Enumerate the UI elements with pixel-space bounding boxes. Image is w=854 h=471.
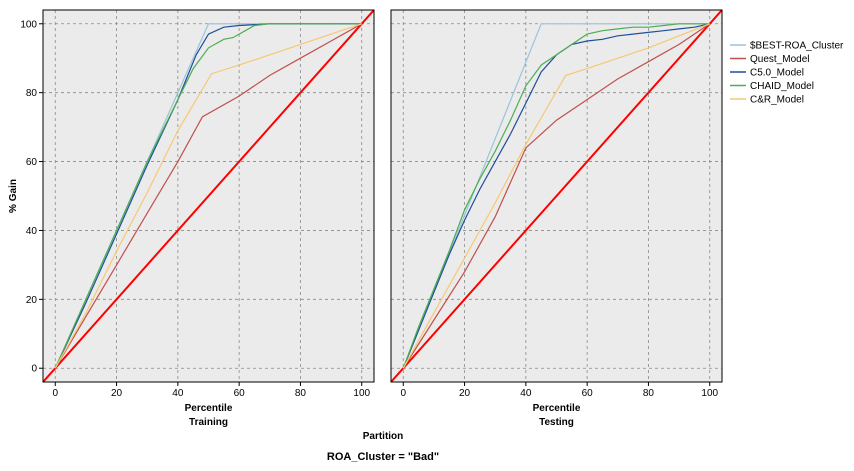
panel-label-testing: Testing	[539, 417, 574, 428]
y-tick-label: 40	[26, 226, 38, 237]
x-tick-label: 80	[295, 388, 307, 399]
x-tick-label: 20	[111, 388, 123, 399]
series-line-quest-model	[54, 23, 362, 369]
baseline-line	[391, 10, 722, 382]
x-axis-title: Percentile	[185, 403, 233, 414]
y-tick-label: 20	[26, 295, 38, 306]
series-line-c-r-model	[402, 23, 710, 369]
facet-title: Partition	[363, 431, 404, 442]
y-tick-label: 80	[26, 88, 38, 99]
baseline-line	[43, 10, 374, 382]
y-tick-label: 0	[31, 364, 37, 375]
x-tick-label: 60	[234, 388, 246, 399]
legend-label: C5.0_Model	[750, 68, 804, 79]
legend-label: CHAID_Model	[750, 81, 814, 92]
x-tick-label: 20	[459, 388, 471, 399]
x-tick-label: 0	[400, 388, 406, 399]
legend-label: Quest_Model	[750, 54, 809, 65]
series-line-quest-model	[402, 23, 711, 369]
legend-label: C&R_Model	[750, 95, 804, 106]
x-axis-title: Percentile	[533, 403, 581, 414]
x-tick-label: 40	[520, 388, 532, 399]
x-tick-label: 40	[172, 388, 184, 399]
y-tick-label: 100	[20, 19, 37, 30]
x-tick-label: 100	[701, 388, 718, 399]
x-tick-label: 100	[353, 388, 370, 399]
x-tick-label: 0	[52, 388, 58, 399]
x-tick-label: 80	[643, 388, 655, 399]
legend-label: $BEST-ROA_Cluster	[750, 41, 844, 52]
y-tick-label: 60	[26, 157, 38, 168]
y-axis-title: % Gain	[8, 179, 19, 213]
panel-label-training: Training	[189, 417, 228, 428]
x-tick-label: 60	[582, 388, 594, 399]
plot-frame	[42, 9, 375, 383]
caption: ROA_Cluster = "Bad"	[327, 451, 439, 463]
series-line-chaid-model	[402, 23, 710, 369]
plot-frame	[390, 9, 723, 383]
series-line-chaid-model	[54, 23, 362, 369]
series-line-c-r-model	[54, 23, 362, 369]
